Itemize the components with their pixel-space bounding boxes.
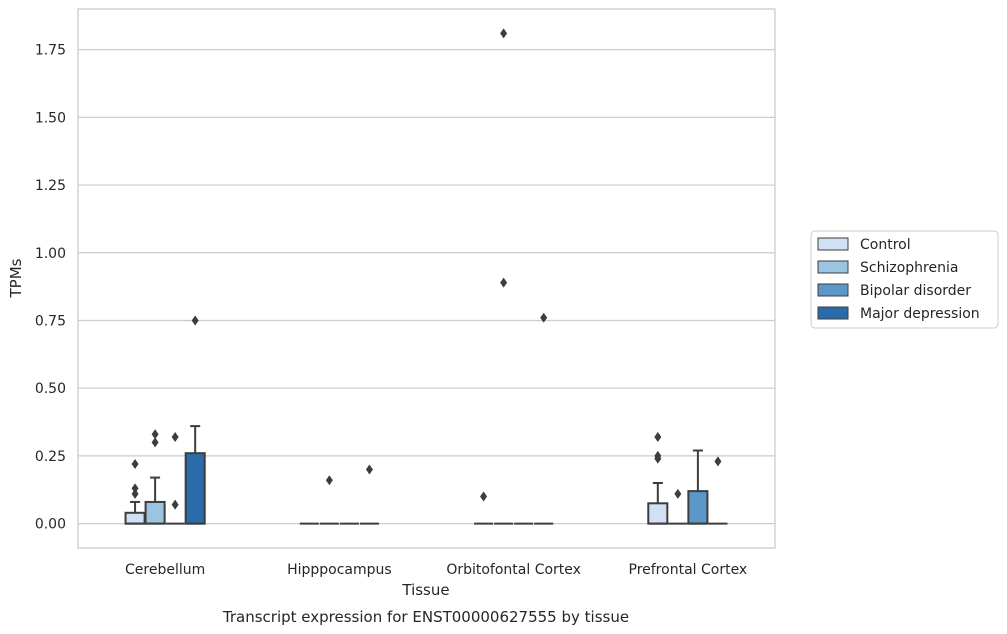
legend: Control Schizophrenia Bipolar disorder Majo… [810,230,999,329]
outlier-point [171,499,179,510]
outlier-point [171,431,179,442]
box-schizophrenia [494,28,514,525]
legend-label: Bipolar disorder [860,283,971,299]
box-control [124,459,146,525]
box-schizophrenia [144,429,166,525]
box-control [474,491,494,525]
outlier-point [151,429,159,440]
outlier-point [191,315,199,326]
outlier-point [500,277,508,288]
chart-caption: Transcript expression for ENST0000062755… [222,608,629,626]
y-tick-label: 0.75 [35,313,66,329]
legend-swatch [817,306,849,320]
x-axis-label: Tissue [401,581,449,599]
box-major-depression [534,312,554,525]
y-tick-label: 1.50 [35,110,66,126]
legend-label: Major depression [860,306,980,322]
outlier-point [654,450,662,461]
outlier-point [131,483,139,494]
box-body [687,490,709,525]
x-axis-ticks: Cerebellum Hipppocampus Orbitofontal Corte… [125,562,747,578]
box-body [144,500,166,525]
y-tick-label: 0.50 [35,381,66,397]
outlier-point [500,28,508,39]
outlier-point [131,459,139,470]
outlier-point [480,491,488,502]
legend-swatch [817,237,849,251]
box-plot-area [124,28,728,525]
x-tick-label: Prefrontal Cortex [629,562,748,578]
box-control [647,431,669,525]
plot-frame [77,8,776,549]
x-tick-label: Hipppocampus [287,562,392,578]
legend-label: Control [860,237,911,253]
box-bipolar-disorder [687,449,709,525]
legend-frame [810,230,999,329]
legend-swatch [817,283,849,297]
y-axis-ticks: 0.00 0.25 0.50 0.75 1.00 1.25 1.50 1.75 [35,43,66,533]
y-tick-label: 0.25 [35,449,66,465]
y-axis-label: TPMs [7,258,25,298]
y-tick-label: 0.00 [35,517,66,533]
y-tick-label: 1.00 [35,246,66,262]
legend-swatch [817,260,849,274]
box-body [184,452,206,525]
box-schizophrenia [668,488,688,525]
box-bipolar-disorder [165,431,185,525]
outlier-point [654,431,662,442]
y-tick-label: 1.75 [35,43,66,59]
box-major-depression [359,464,379,525]
box-major-depression [708,456,728,525]
outlier-point [131,488,139,499]
outlier-point [365,464,373,475]
x-tick-label: Cerebellum [125,562,205,578]
gridlines [78,49,775,525]
outlier-point [714,456,722,467]
box-schizophrenia [319,475,339,525]
x-tick-label: Orbitofontal Cortex [446,562,581,578]
outlier-point [325,475,333,486]
legend-label: Schizophrenia [860,260,958,276]
box-body [124,511,146,525]
outlier-point [674,488,682,499]
outlier-point [151,437,159,448]
box-major-depression [184,315,206,525]
box-body [647,502,669,525]
outlier-point [540,312,548,323]
y-tick-label: 1.25 [35,178,66,194]
